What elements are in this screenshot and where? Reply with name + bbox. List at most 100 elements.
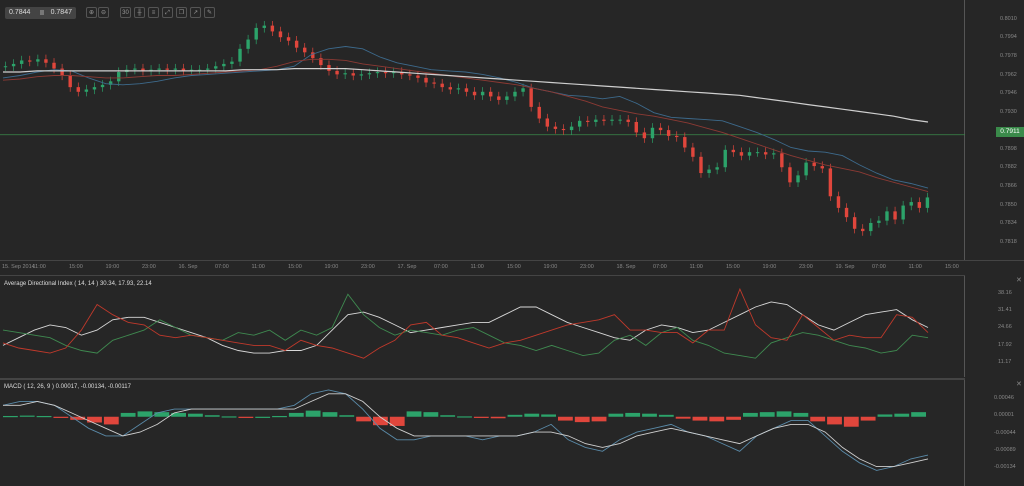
candle [472, 91, 477, 96]
histogram-bar [103, 416, 119, 425]
zoom-out-icon[interactable]: ⊖ [98, 7, 109, 18]
time-tick: 11:00 [470, 264, 484, 270]
candle [820, 166, 824, 169]
time-tick: 23:00 [142, 264, 156, 270]
candle [181, 68, 186, 71]
candle [327, 65, 331, 71]
candle [19, 60, 24, 64]
histogram-bar [759, 412, 775, 417]
moving-average-line [3, 67, 929, 123]
drawing-icon[interactable]: ⤢ [162, 7, 173, 18]
adx-pane[interactable] [0, 276, 965, 377]
time-tick: 19. Sep [835, 264, 855, 270]
histogram-bar [507, 414, 523, 417]
candle [642, 132, 647, 139]
candle [92, 87, 97, 90]
price-tick: 0.7882 [1000, 164, 1017, 171]
price-tick: 0.7834 [1000, 220, 1017, 227]
candle [108, 81, 113, 85]
moving-average-line [2, 58, 929, 193]
candle [537, 106, 541, 119]
histogram-bar [457, 416, 472, 418]
price-tick: 0.7994 [1000, 34, 1017, 41]
indicators-icon[interactable]: ≡ [148, 7, 159, 18]
time-tick: 11:00 [251, 264, 265, 270]
time-tick: 19:00 [543, 264, 558, 270]
zoom-in-icon[interactable]: ⊕ [86, 7, 97, 18]
histogram-bar [373, 416, 388, 426]
timeframe-icon[interactable]: 30 [120, 7, 131, 18]
candle [634, 121, 638, 133]
histogram-bar [608, 413, 624, 417]
time-tick: 07:00 [872, 264, 886, 270]
price-tick: 0.7866 [1000, 182, 1017, 189]
time-tick: 11:00 [32, 264, 46, 270]
candle [440, 83, 444, 88]
spread-icon [40, 10, 44, 15]
candle [731, 149, 736, 153]
close-adx-icon[interactable]: ✕ [1016, 277, 1022, 284]
candle [367, 73, 372, 75]
candle [707, 169, 711, 174]
candle [117, 72, 121, 82]
candle [319, 58, 323, 66]
candle [901, 205, 905, 220]
close-macd-icon[interactable]: ✕ [1016, 381, 1022, 388]
candle [464, 88, 469, 92]
macd-pane[interactable] [0, 380, 965, 486]
price-tick: 0.7898 [1000, 145, 1017, 152]
macd-title: MACD ( 12, 26, 9 ) 0.00017, -0.00134, -0… [4, 384, 131, 390]
histogram-bar [574, 416, 590, 423]
histogram-bar [305, 410, 321, 417]
candle [812, 162, 816, 167]
candle [416, 75, 420, 78]
candle [610, 119, 614, 121]
candle [869, 222, 873, 232]
candle [44, 59, 48, 63]
histogram-bar [692, 416, 708, 421]
histogram-bar [339, 415, 355, 417]
time-tick: 23:00 [799, 264, 813, 270]
indicator-tick: 0.00001 [994, 412, 1014, 419]
candle [52, 62, 56, 69]
adx-line [2, 301, 929, 354]
candle [230, 61, 234, 64]
candle [60, 68, 64, 76]
indicator-tick: -0.00134 [994, 464, 1016, 471]
divider [0, 260, 1024, 261]
templates-icon[interactable]: ❐ [176, 7, 187, 18]
candle [893, 211, 897, 220]
chart-type-icon[interactable]: ╫ [134, 7, 145, 18]
candlestick-chart[interactable] [0, 0, 965, 260]
candle [214, 66, 218, 69]
candle [723, 149, 727, 168]
candle [335, 70, 339, 75]
candle [561, 128, 566, 131]
time-tick: 19:00 [105, 264, 120, 270]
macd-chart[interactable] [0, 380, 965, 486]
candle [885, 211, 889, 221]
export-icon[interactable]: ↗ [190, 7, 201, 18]
candle [650, 127, 655, 139]
candle [359, 74, 364, 76]
time-tick: 15:00 [288, 264, 302, 270]
bid-ask-box[interactable]: 0.7844 0.7847 [5, 7, 76, 19]
histogram-bar [238, 416, 254, 418]
adx-chart[interactable] [0, 276, 965, 377]
candle [747, 152, 752, 156]
candle [28, 60, 32, 62]
draw-tool-icon[interactable]: ✎ [204, 7, 215, 18]
histogram-bar [356, 416, 371, 422]
candle [11, 63, 16, 67]
histogram-bar [793, 412, 809, 417]
indicator-tick: -0.00044 [994, 429, 1016, 436]
candle [238, 48, 242, 62]
di-line [2, 287, 929, 359]
candle [456, 88, 461, 90]
indicator-tick: -0.00089 [994, 446, 1016, 453]
candle [861, 228, 865, 232]
candle [804, 162, 808, 176]
candle [553, 126, 558, 129]
price-chart-pane[interactable] [0, 0, 965, 260]
di-line [2, 293, 929, 359]
